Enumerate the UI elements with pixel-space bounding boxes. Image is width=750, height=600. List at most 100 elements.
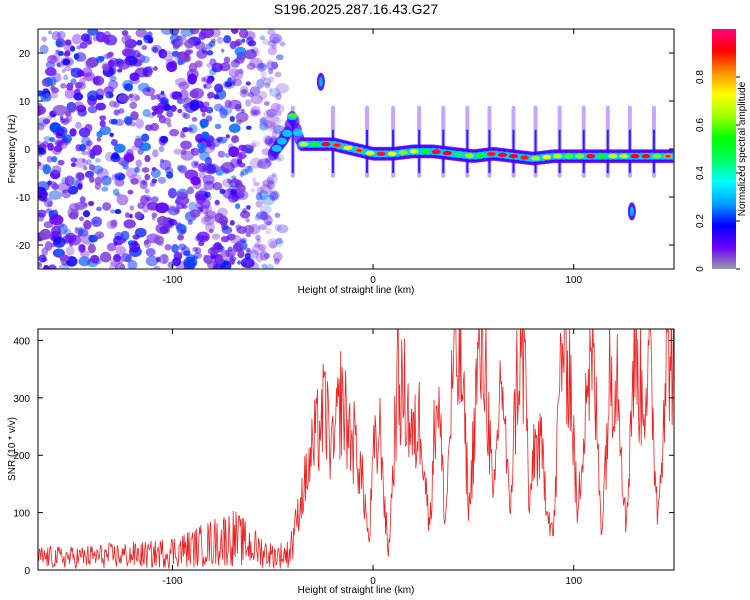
noise-blob: [224, 153, 230, 158]
trace-peak: [387, 151, 397, 156]
noise-blob: [45, 67, 57, 76]
noise-blob: [269, 33, 283, 44]
noise-blob: [154, 202, 170, 214]
noise-blob: [263, 253, 271, 259]
trace-peak: [453, 152, 463, 157]
noise-blob: [69, 128, 77, 137]
noise-blob: [41, 36, 47, 42]
noise-blob: [62, 189, 68, 194]
noise-blob: [129, 241, 141, 253]
noise-blob: [274, 212, 281, 218]
noise-blob: [177, 234, 185, 241]
noise-blob: [269, 125, 276, 130]
noise-blob: [55, 40, 63, 47]
noise-blob: [275, 92, 282, 101]
noise-blob: [41, 141, 50, 148]
noise-blob: [71, 33, 83, 45]
noise-blob: [180, 140, 192, 150]
noise-blob: [219, 108, 228, 119]
noise-blob: [153, 66, 158, 71]
noise-blob: [246, 247, 251, 253]
noise-blob: [201, 47, 208, 55]
noise-blob: [256, 238, 262, 244]
noise-blob: [102, 202, 112, 211]
noise-blob: [241, 38, 246, 43]
noise-blob: [134, 211, 143, 220]
noise-blob: [264, 138, 273, 145]
trace-peak: [398, 150, 408, 155]
noise-blob: [87, 105, 98, 114]
noise-blob: [168, 218, 178, 226]
noise-blob: [258, 90, 268, 100]
noise-blob: [51, 165, 62, 175]
y-tick-label: -20: [16, 241, 31, 252]
noise-blob: [113, 241, 118, 246]
noise-blob: [79, 196, 86, 204]
noise-blob: [231, 135, 240, 143]
noise-blob: [265, 61, 279, 71]
noise-blob: [70, 162, 77, 167]
noise-blob: [88, 200, 95, 207]
noise-blob: [215, 169, 224, 176]
noise-blob: [258, 122, 269, 131]
noise-blob: [120, 253, 132, 263]
noise-blob: [244, 252, 251, 260]
noise-blob: [264, 119, 273, 129]
noise-blob: [264, 82, 271, 89]
trace-peak-core: [444, 151, 450, 155]
noise-blob: [177, 108, 183, 114]
noise-blob: [49, 91, 58, 99]
colorbar: 0 0.2 0.4 0.6 0.8 Normalized spectral amplit…: [695, 29, 748, 272]
noise-blob: [279, 41, 286, 47]
noise-blob: [38, 161, 42, 167]
noise-blob: [123, 219, 136, 229]
noise-blob: [253, 242, 261, 248]
noise-blob: [90, 254, 100, 264]
noise-blob: [95, 56, 105, 64]
noise-blob: [188, 127, 193, 132]
noise-blob: [139, 179, 148, 190]
trace-peak: [531, 156, 541, 161]
noise-blob: [190, 160, 200, 169]
noise-blob: [120, 160, 129, 168]
noise-blob: [39, 44, 49, 55]
noise-blob: [275, 110, 282, 116]
noise-blob: [250, 110, 256, 117]
noise-blob: [229, 234, 242, 244]
noise-blob: [76, 172, 85, 181]
noise-blob: [70, 78, 77, 85]
noise-blob: [177, 165, 186, 172]
noise-blob: [163, 104, 172, 112]
noise-blob: [48, 264, 57, 269]
noise-blob: [221, 226, 233, 235]
noise-blob: [178, 165, 188, 174]
noise-blob: [255, 234, 261, 241]
noise-blob: [265, 113, 279, 124]
noise-blob: [183, 113, 191, 120]
trace-peak: [652, 154, 662, 159]
noise-blob: [79, 216, 84, 222]
noise-blob: [183, 256, 198, 268]
noise-blob: [81, 150, 88, 156]
noise-blob: [239, 210, 251, 219]
noise-blob: [166, 110, 174, 118]
noise-blob: [194, 234, 205, 243]
noise-blob: [252, 111, 258, 117]
noise-blob: [260, 211, 268, 221]
noise-blob: [224, 81, 233, 88]
noise-blob: [41, 247, 49, 256]
noise-blob: [189, 89, 199, 99]
noise-blob: [64, 50, 71, 56]
trace-peak-core: [632, 155, 638, 158]
trace-peak: [597, 154, 607, 159]
noise-blob: [267, 67, 274, 75]
noise-blob: [260, 194, 276, 206]
noise-blob: [248, 40, 257, 47]
noise-blob: [230, 59, 240, 68]
noise-blob: [78, 77, 86, 86]
noise-blob: [87, 29, 99, 36]
noise-blob: [239, 85, 249, 94]
trace-peak-core: [433, 150, 439, 153]
noise-blob: [197, 199, 204, 206]
noise-blob: [87, 90, 99, 102]
